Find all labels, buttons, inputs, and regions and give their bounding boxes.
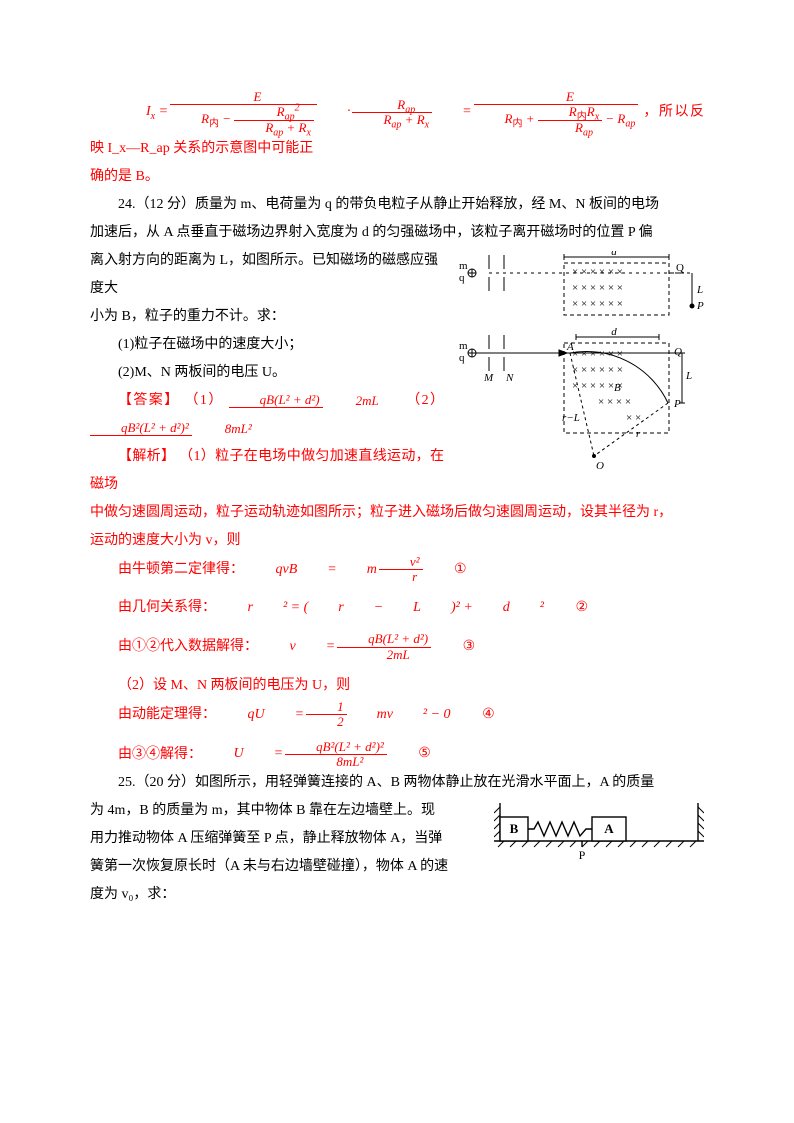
q24-exp-1c: 运动的速度大小为 v，则 — [90, 527, 704, 555]
svg-text:× × × × × ×: × × × × × × — [572, 364, 623, 376]
q25-stem-1: 25.（20 分）如图所示，用轻弹簧连接的 A、B 两物体静止放在光滑水平面上，… — [90, 769, 704, 797]
q24-figure: mq d Q L P × × × × × × × × × × × × × × ×… — [454, 251, 704, 492]
eq-top-factor: Rap Rap + Rx — [352, 98, 432, 128]
svg-text:O: O — [596, 460, 604, 472]
q24-exp-1b: 中做匀速圆周运动，粒子运动轨迹如图所示；粒子进入磁场后做匀速圆周运动，设其半径为… — [90, 499, 704, 527]
eq-top-lhs: Ix = — [118, 98, 168, 126]
svg-text:L: L — [685, 370, 692, 382]
svg-text:× × × × × ×: × × × × × × — [572, 298, 623, 310]
eq-top-tail2: 确的是 B。 — [90, 163, 704, 191]
exp-label: 【解析】 — [118, 449, 175, 464]
svg-text:r−L: r−L — [562, 412, 580, 424]
svg-text:× ×: × × — [626, 412, 641, 424]
page: Ix = E R内 − Rap2 Rap + Rx · Rap Rap + Rx… — [0, 0, 794, 1123]
ans1-frac: qB(L² + d²) 2mL — [229, 393, 382, 408]
eq-top-line: Ix = E R内 − Rap2 Rap + Rx · Rap Rap + Rx… — [90, 90, 704, 163]
svg-text:Q: Q — [674, 346, 682, 358]
svg-text:P: P — [579, 848, 586, 861]
q25-svg: B A P — [494, 797, 704, 861]
circ1: ① — [426, 556, 467, 584]
q24-stem-1: 24.（12 分）质量为 m、电荷量为 q 的带负电粒子从静止开始释放，经 M、… — [90, 191, 704, 219]
eq-energy: 由动能定理得： qU = 12 mv² − 0 ④ — [90, 700, 704, 730]
svg-text:q: q — [459, 272, 465, 284]
svg-text:× × × × × ×: × × × × × × — [572, 348, 623, 360]
eq-v-pre: 由①②代入数据解得： — [118, 639, 258, 654]
q25-figure: B A P — [494, 797, 704, 872]
circ4: ④ — [454, 701, 495, 729]
eq-geom-pre: 由几何关系得： — [118, 600, 216, 615]
eq-v: 由①②代入数据解得： v = qB(L² + d²)2mL ③ — [90, 632, 704, 662]
circ3: ③ — [435, 633, 476, 661]
eq-top: Ix = E R内 − Rap2 Rap + Rx · Rap Rap + Rx… — [118, 90, 638, 135]
svg-text:A: A — [604, 821, 614, 836]
q24-part2-lead: （2）设 M、N 两板间的电压为 U，则 — [90, 672, 704, 700]
svg-text:m: m — [459, 260, 468, 272]
eq-newton-pre: 由牛顿第二定律得： — [118, 562, 244, 577]
eq-U-pre: 由③④解得： — [118, 746, 202, 761]
svg-text:B: B — [510, 821, 519, 836]
svg-text:d: d — [611, 326, 617, 338]
circ2: ② — [547, 594, 588, 622]
svg-text:× × × × × ×: × × × × × × — [572, 282, 623, 294]
eq-U: 由③④解得： U = qB²(L² + d²)²8mL² ⑤ — [90, 740, 704, 770]
svg-text:× × × × × ×: × × × × × × — [572, 266, 623, 278]
svg-text:Q: Q — [676, 262, 684, 274]
ans2-label: （2） — [406, 393, 444, 408]
q25-stem-5: 度为 v₀，求： — [90, 881, 704, 909]
svg-text:M: M — [483, 372, 494, 384]
svg-text:L: L — [696, 284, 703, 296]
svg-text:r: r — [636, 428, 641, 440]
ans1-label: （1） — [185, 393, 224, 408]
ans2-frac: qB²(L² + d²)² 8mL² — [90, 421, 255, 436]
eq-top-frac2: E R内 + R内Rx Rap − Rap — [474, 90, 639, 135]
svg-text:d: d — [611, 251, 617, 258]
q24-svg: mq d Q L P × × × × × × × × × × × × × × ×… — [454, 251, 704, 481]
svg-text:N: N — [505, 372, 514, 384]
svg-text:P: P — [696, 300, 704, 312]
eq-energy-pre: 由动能定理得： — [118, 707, 216, 722]
svg-text:× × × × × ×: × × × × × × — [572, 380, 623, 392]
answer-label: 【答案】 — [118, 393, 180, 408]
svg-text:× × × ×: × × × × — [598, 396, 631, 408]
svg-text:m: m — [459, 340, 468, 352]
eq-newton: 由牛顿第二定律得： qvB = m v²r ① — [90, 555, 704, 585]
circ5: ⑤ — [390, 740, 431, 768]
svg-text:q: q — [459, 352, 465, 364]
eq-top-frac1: E R内 − Rap2 Rap + Rx — [170, 90, 317, 135]
q24-stem-2: 加速后，从 A 点垂直于磁场边界射入宽度为 d 的匀强磁场中，该粒子离开磁场时的… — [90, 219, 704, 247]
svg-text:P: P — [673, 398, 681, 410]
eq-geom: 由几何关系得： r² = (r − L)² + d² ② — [90, 594, 704, 622]
